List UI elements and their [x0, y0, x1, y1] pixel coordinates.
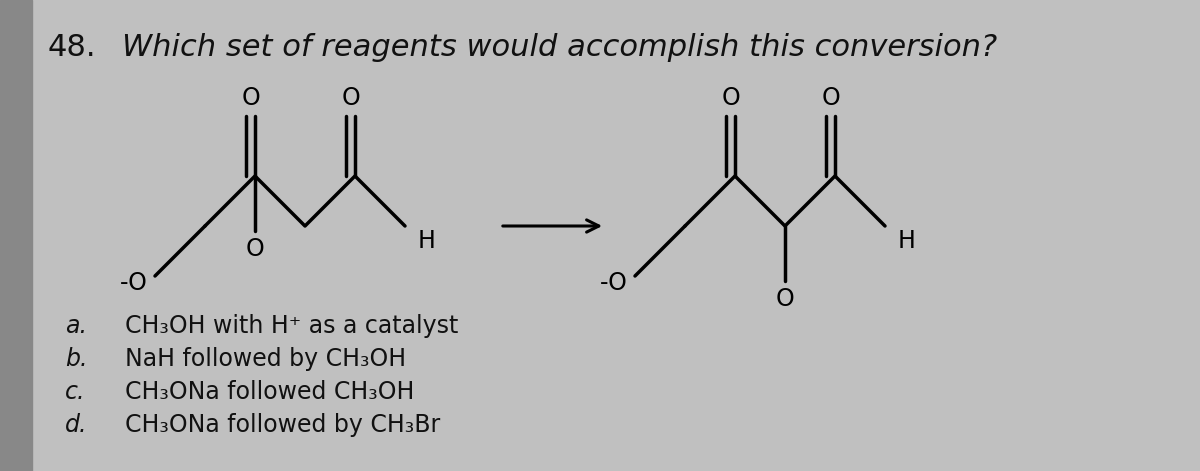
Text: c.: c.	[65, 380, 85, 404]
Text: d.: d.	[65, 413, 88, 437]
Text: O: O	[246, 237, 264, 261]
Text: CH₃OH with H⁺ as a catalyst: CH₃OH with H⁺ as a catalyst	[125, 314, 458, 338]
Text: O: O	[241, 86, 260, 110]
Text: O: O	[342, 86, 360, 110]
Text: 48.: 48.	[48, 33, 96, 62]
Text: H: H	[418, 229, 436, 253]
Text: Which set of reagents would accomplish this conversion?: Which set of reagents would accomplish t…	[122, 33, 997, 62]
Text: NaH followed by CH₃OH: NaH followed by CH₃OH	[125, 347, 406, 371]
Text: -O: -O	[600, 271, 628, 295]
Text: -O: -O	[120, 271, 148, 295]
Text: b.: b.	[65, 347, 88, 371]
Text: CH₃ONa followed CH₃OH: CH₃ONa followed CH₃OH	[125, 380, 414, 404]
Bar	[0, 0, 32, 471]
Text: O: O	[721, 86, 740, 110]
Text: a.: a.	[65, 314, 88, 338]
Text: O: O	[822, 86, 840, 110]
Text: CH₃ONa followed by CH₃Br: CH₃ONa followed by CH₃Br	[125, 413, 440, 437]
Text: O: O	[775, 287, 794, 311]
Text: H: H	[898, 229, 916, 253]
